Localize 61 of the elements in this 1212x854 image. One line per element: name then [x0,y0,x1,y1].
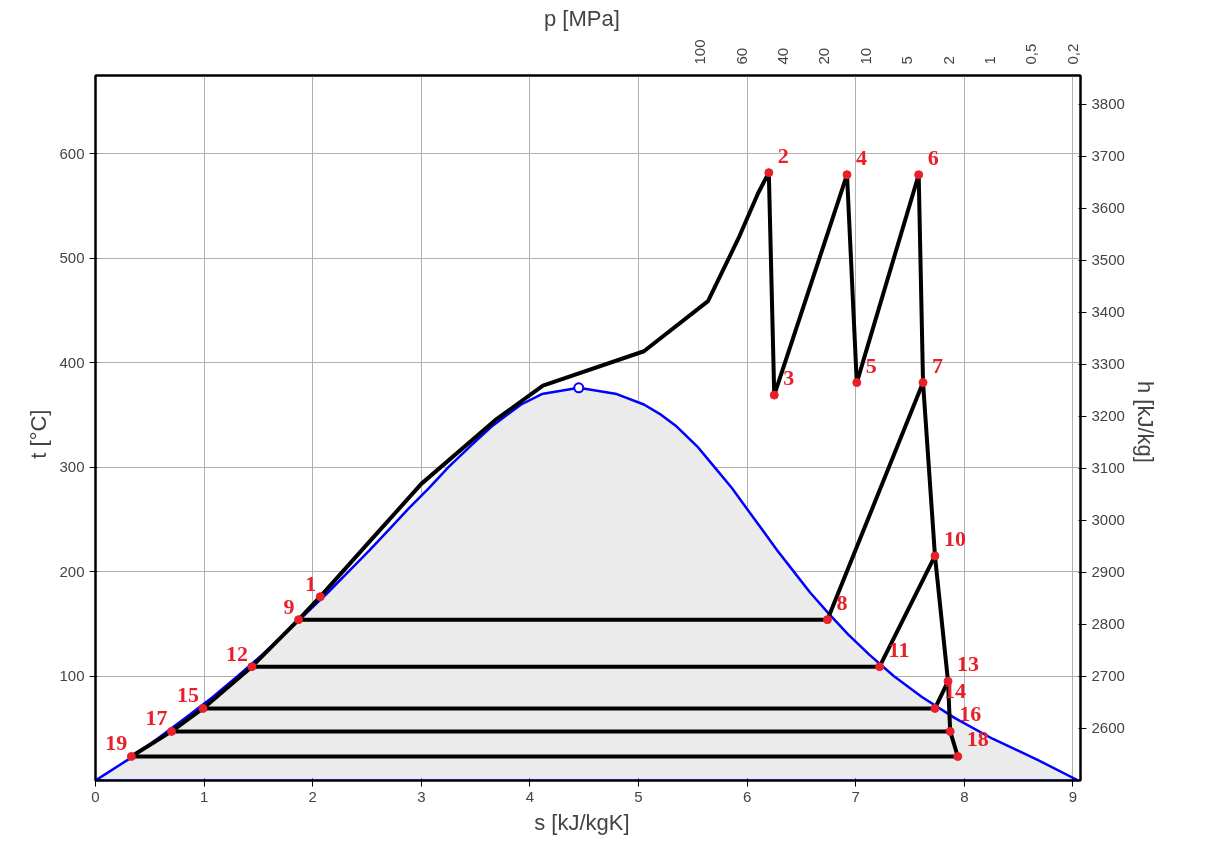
text: 40 [774,47,792,65]
text: 60 [732,47,750,65]
y2-axis-title: h [kJ/kg] [1132,380,1158,463]
y-tick-label: 200 [59,562,85,580]
y2-tick-label: 3000 [1091,511,1125,529]
text: 1 [980,56,998,65]
annotation: 13 [957,651,980,677]
x-axis-title: s [kJ/kgK] [534,809,630,835]
text: 2 [939,56,957,65]
y2-tick-label: 3500 [1091,251,1125,269]
annotation: 3 [783,365,795,391]
y-tick-label: 600 [59,144,85,162]
annotation: 2 [777,142,789,168]
text: 0,2 [1063,43,1081,65]
x-tick-label: 6 [742,787,752,805]
annotation: 8 [836,589,848,615]
y-axis-title: t [°C] [26,409,52,459]
x-tick-label: 8 [960,787,969,805]
annotation: 10 [943,525,966,551]
text: 20 [815,47,833,65]
annotation: 5 [865,352,877,378]
text: 0,5 [1022,43,1040,65]
annotation: 15 [177,682,200,708]
y-tick-label: 400 [59,353,85,371]
y-tick-label: 500 [59,249,85,267]
x-tick-label: 9 [1068,787,1078,805]
y2-tick-label: 2700 [1091,667,1125,685]
x-tick-label: 5 [634,787,643,805]
annotation: 17 [145,705,168,731]
annotation: 12 [225,640,248,666]
text: 5 [898,56,916,65]
text: 100 [691,39,709,65]
y2-tick-label: 2600 [1091,719,1125,737]
y-tick-label: 100 [59,667,85,685]
y2-tick-label: 3200 [1091,407,1125,425]
x-tick-label: 0 [91,787,100,805]
annotation: 1 [305,570,317,596]
annotation: 9 [283,593,295,619]
y-tick-label: 300 [59,458,85,476]
y2-tick-label: 3400 [1091,303,1125,321]
y2-tick-label: 3600 [1091,199,1125,217]
x2-axis-title: p [MPa] [543,6,620,32]
x-tick-label: 3 [417,787,426,805]
annotation: 6 [927,144,939,170]
y2-tick-label: 2800 [1091,615,1125,633]
text: 10 [856,47,874,65]
y2-tick-label: 3800 [1091,95,1125,113]
annotation: 4 [856,144,868,170]
annotation: 19 [105,730,128,756]
y2-tick-label: 3300 [1091,355,1125,373]
annotation: 7 [932,352,944,378]
x-tick-label: 1 [199,787,209,805]
y2-tick-label: 2900 [1091,563,1125,581]
annotation: 16 [959,701,982,727]
x-tick-label: 4 [525,787,535,805]
y2-tick-label: 3700 [1091,147,1125,165]
x-tick-label: 7 [851,787,860,805]
y2-tick-label: 3100 [1091,459,1125,477]
annotation: 11 [888,636,910,662]
x-tick-label: 2 [308,787,317,805]
annotation: 18 [966,726,989,752]
